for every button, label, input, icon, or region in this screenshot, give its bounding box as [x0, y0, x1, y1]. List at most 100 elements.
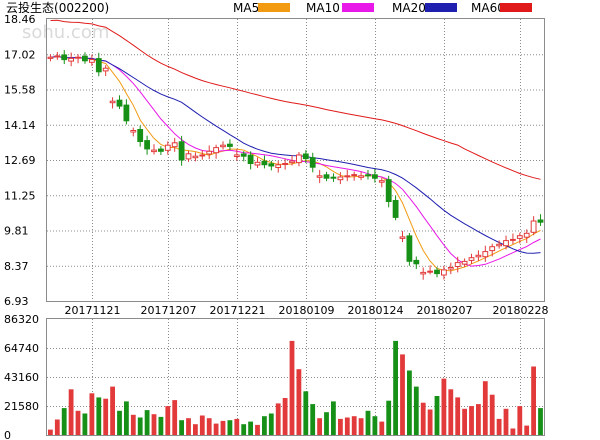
volume-bar	[393, 340, 398, 435]
candle-body	[213, 147, 219, 154]
candle-body	[247, 154, 254, 164]
volume-bar	[110, 386, 115, 435]
stock-name: 云投生态	[6, 1, 55, 15]
volume-bar	[400, 354, 405, 435]
volume-bar	[255, 424, 260, 435]
price-tick-label: 15.58	[4, 84, 36, 97]
volume-bar	[503, 408, 509, 435]
legend-ma60-swatch	[500, 3, 532, 12]
candle-body	[496, 243, 503, 247]
volume-bar	[82, 413, 88, 435]
watermark: sohu.com	[22, 22, 109, 43]
candle-body	[116, 99, 123, 107]
candle-body	[482, 251, 489, 258]
volume-bar	[338, 418, 343, 435]
candle-body	[289, 160, 295, 164]
volume-bar	[510, 428, 516, 435]
candle-body	[54, 55, 61, 58]
candle-body	[89, 59, 95, 63]
date-tick-label: 20171121	[65, 304, 121, 317]
candle-body	[530, 220, 537, 233]
candle-body	[302, 153, 309, 160]
volume-bar	[358, 418, 364, 435]
volume-bar	[476, 404, 481, 435]
candle-body	[447, 267, 454, 270]
candle-body	[164, 144, 171, 151]
candle-body	[489, 246, 496, 252]
candle-body	[178, 141, 185, 161]
volume-bar	[351, 416, 357, 435]
candle-body	[61, 54, 68, 61]
volume-bar	[206, 418, 212, 435]
price-tick-label: 18.46	[4, 13, 36, 26]
volume-bar	[248, 421, 253, 435]
candle-body	[351, 174, 358, 177]
volume-bar	[275, 403, 281, 435]
legend-ma10-swatch	[342, 3, 374, 12]
volume-bar	[303, 391, 309, 435]
volume-bar	[227, 420, 233, 435]
candle-body	[358, 175, 365, 178]
volume-bar	[179, 420, 184, 435]
candle-body	[337, 176, 344, 181]
volume-bar	[524, 425, 530, 435]
candle-body	[199, 154, 206, 157]
volume-bar	[117, 410, 122, 435]
volume-tick-label: 86320	[4, 313, 39, 326]
candle-body	[261, 160, 268, 166]
volume-bar	[137, 417, 143, 435]
axis-labels: 18.46 17.02 15.58 14.14 12.69 11.25 9.81 8.37 6.…	[4, 13, 549, 440]
volume-bar	[538, 408, 543, 435]
candle-body	[75, 56, 81, 59]
volume-bar	[220, 420, 226, 435]
volume-bar	[496, 418, 502, 435]
volume-panel-frame	[46, 318, 545, 436]
legend-ma20-swatch	[425, 3, 457, 12]
volume-bar	[61, 408, 67, 435]
volume-bar	[130, 414, 136, 435]
volume-bar	[54, 419, 60, 435]
volume-bar	[407, 370, 412, 435]
candle-body	[151, 149, 157, 153]
candle-body	[227, 143, 233, 147]
volume-bar	[469, 406, 474, 435]
volume-bar	[234, 418, 240, 435]
legend-ma20-label: MA20	[392, 1, 426, 15]
volume-bar	[448, 389, 454, 435]
volume-bar	[165, 406, 171, 435]
volume-bar	[462, 408, 467, 435]
price-tick-label: 17.02	[4, 48, 36, 61]
date-tick-label: 20171207	[141, 304, 197, 317]
legend-ma5-label: MA5	[233, 1, 260, 15]
volume-bar	[455, 397, 461, 435]
volume-bar	[75, 410, 81, 435]
legend-ma10-label: MA10	[306, 1, 340, 15]
candle-body	[185, 153, 192, 160]
candle-body	[171, 142, 178, 148]
candle-body	[95, 58, 102, 73]
candle-body	[344, 175, 351, 178]
ma60-line	[50, 19, 541, 180]
volume-bar	[317, 418, 322, 435]
volume-bar	[186, 418, 191, 435]
candle-body	[516, 235, 523, 239]
date-tick-label: 20180124	[348, 304, 404, 317]
candle-body	[123, 104, 130, 122]
price-tick-label: 8.37	[4, 260, 29, 273]
volume-bar	[199, 415, 205, 435]
volume-bar	[489, 394, 495, 435]
stock-title: 云投生态(002200)	[6, 0, 109, 16]
candle-body	[206, 150, 213, 155]
candle-body	[254, 161, 261, 166]
legend-ma60-label: MA60	[471, 1, 505, 15]
legend-ma5-swatch	[258, 3, 290, 12]
volume-bar	[262, 416, 267, 435]
volume-bar	[103, 398, 109, 435]
date-tick-label: 20180207	[417, 304, 473, 317]
volume-tick-label: 0	[4, 429, 11, 440]
candle-body	[47, 56, 54, 59]
candle-body	[378, 180, 385, 183]
date-tick-label: 20171221	[210, 304, 266, 317]
candle-body	[406, 235, 413, 262]
